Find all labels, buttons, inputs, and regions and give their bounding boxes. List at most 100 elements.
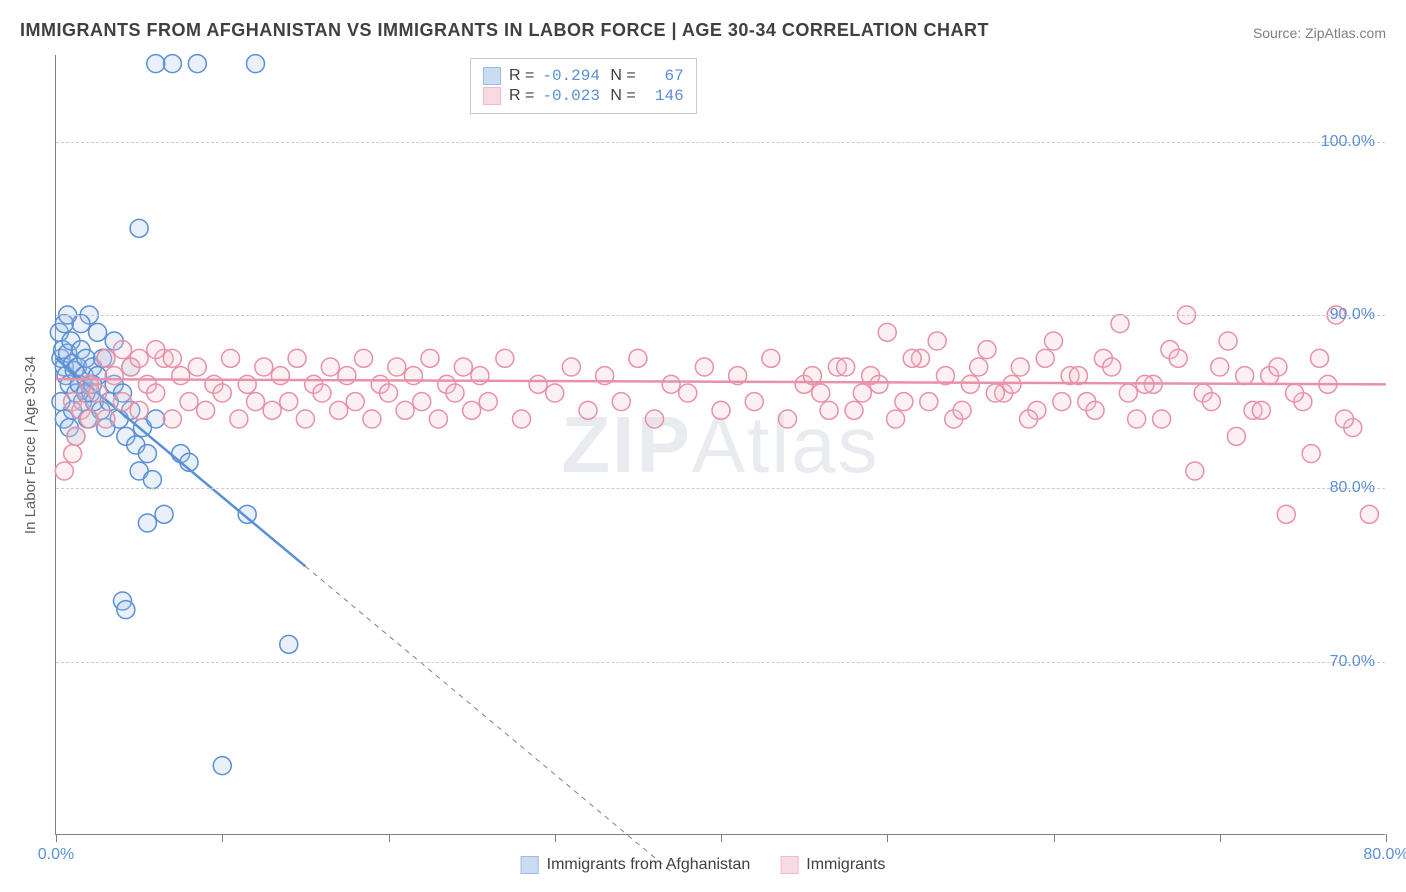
stat-n-label: N = <box>610 87 635 105</box>
scatter-point-immigrants <box>928 332 946 350</box>
scatter-point-immigrants <box>263 401 281 419</box>
stat-r-value: -0.023 <box>542 87 602 105</box>
scatter-point-afghanistan <box>213 757 231 775</box>
scatter-point-immigrants <box>330 401 348 419</box>
stats-row-afghanistan: R =-0.294N =67 <box>483 67 684 85</box>
scatter-point-immigrants <box>853 384 871 402</box>
scatter-point-immigrants <box>970 358 988 376</box>
scatter-point-immigrants <box>1119 384 1137 402</box>
scatter-point-immigrants <box>712 401 730 419</box>
scatter-point-afghanistan <box>147 55 165 73</box>
scatter-point-immigrants <box>396 401 414 419</box>
scatter-point-immigrants <box>296 410 314 428</box>
scatter-point-immigrants <box>1153 410 1171 428</box>
x-tick <box>555 834 556 842</box>
scatter-point-afghanistan <box>188 55 206 73</box>
chart-container: IMMIGRANTS FROM AFGHANISTAN VS IMMIGRANT… <box>0 0 1406 892</box>
scatter-point-immigrants <box>920 393 938 411</box>
y-tick-label: 70.0% <box>1305 653 1375 671</box>
scatter-point-immigrants <box>887 410 905 428</box>
scatter-point-immigrants <box>1036 349 1054 367</box>
y-tick-label: 80.0% <box>1305 479 1375 497</box>
scatter-point-immigrants <box>1211 358 1229 376</box>
scatter-point-immigrants <box>870 375 888 393</box>
scatter-point-immigrants <box>961 375 979 393</box>
legend-swatch-afghanistan <box>521 856 539 874</box>
source-attribution: Source: ZipAtlas.com <box>1253 25 1386 41</box>
x-tick <box>389 834 390 842</box>
scatter-point-immigrants <box>1169 349 1187 367</box>
scatter-point-immigrants <box>114 393 132 411</box>
scatter-point-immigrants <box>845 401 863 419</box>
scatter-point-immigrants <box>413 393 431 411</box>
scatter-layer <box>56 55 1386 835</box>
scatter-point-immigrants <box>546 384 564 402</box>
scatter-point-immigrants <box>147 384 165 402</box>
scatter-point-immigrants <box>313 384 331 402</box>
scatter-point-immigrants <box>105 367 123 385</box>
scatter-point-immigrants <box>67 427 85 445</box>
y-tick-label: 100.0% <box>1305 133 1375 151</box>
scatter-point-immigrants <box>496 349 514 367</box>
scatter-point-immigrants <box>837 358 855 376</box>
y-tick-label: 90.0% <box>1305 306 1375 324</box>
scatter-point-immigrants <box>1020 410 1038 428</box>
trend-line-dashed-afghanistan <box>305 566 671 871</box>
scatter-point-immigrants <box>355 349 373 367</box>
scatter-point-immigrants <box>1335 410 1353 428</box>
scatter-point-immigrants <box>1286 384 1304 402</box>
legend-label: Immigrants from Afghanistan <box>547 856 751 874</box>
scatter-point-immigrants <box>986 384 1004 402</box>
scatter-point-immigrants <box>454 358 472 376</box>
scatter-point-immigrants <box>1311 349 1329 367</box>
scatter-point-immigrants <box>1111 315 1129 333</box>
scatter-point-immigrants <box>180 393 198 411</box>
scatter-point-immigrants <box>779 410 797 428</box>
bottom-legend: Immigrants from AfghanistanImmigrants <box>521 856 886 874</box>
scatter-point-immigrants <box>213 384 231 402</box>
scatter-point-immigrants <box>1219 332 1237 350</box>
scatter-point-immigrants <box>172 367 190 385</box>
scatter-point-immigrants <box>629 349 647 367</box>
scatter-point-immigrants <box>1302 445 1320 463</box>
scatter-point-afghanistan <box>138 514 156 532</box>
scatter-point-immigrants <box>1186 462 1204 480</box>
scatter-point-afghanistan <box>89 323 107 341</box>
scatter-point-immigrants <box>163 349 181 367</box>
scatter-point-immigrants <box>679 384 697 402</box>
scatter-point-immigrants <box>114 341 132 359</box>
x-tick <box>222 834 223 842</box>
scatter-point-immigrants <box>463 401 481 419</box>
scatter-point-afghanistan <box>117 601 135 619</box>
scatter-point-immigrants <box>1252 401 1270 419</box>
scatter-point-immigrants <box>188 358 206 376</box>
scatter-point-immigrants <box>1269 358 1287 376</box>
scatter-point-immigrants <box>662 375 680 393</box>
scatter-point-afghanistan <box>130 219 148 237</box>
stat-n-value: 67 <box>644 67 684 85</box>
scatter-point-immigrants <box>529 375 547 393</box>
scatter-point-immigrants <box>695 358 713 376</box>
scatter-point-immigrants <box>97 349 115 367</box>
scatter-point-immigrants <box>271 367 289 385</box>
scatter-point-immigrants <box>429 410 447 428</box>
scatter-point-immigrants <box>404 367 422 385</box>
scatter-point-immigrants <box>762 349 780 367</box>
gridline-h <box>56 315 1385 316</box>
scatter-point-immigrants <box>388 358 406 376</box>
scatter-point-immigrants <box>812 384 830 402</box>
x-tick <box>1386 834 1387 842</box>
stats-box: R =-0.294N =67R =-0.023N =146 <box>470 58 697 114</box>
scatter-point-immigrants <box>230 410 248 428</box>
scatter-point-afghanistan <box>138 445 156 463</box>
scatter-point-immigrants <box>562 358 580 376</box>
source-link[interactable]: ZipAtlas.com <box>1305 25 1386 41</box>
scatter-point-immigrants <box>163 410 181 428</box>
scatter-point-afghanistan <box>143 471 161 489</box>
scatter-point-immigrants <box>380 384 398 402</box>
scatter-point-immigrants <box>288 349 306 367</box>
scatter-point-immigrants <box>1103 358 1121 376</box>
scatter-point-immigrants <box>513 410 531 428</box>
scatter-point-afghanistan <box>280 635 298 653</box>
x-tick <box>1220 834 1221 842</box>
